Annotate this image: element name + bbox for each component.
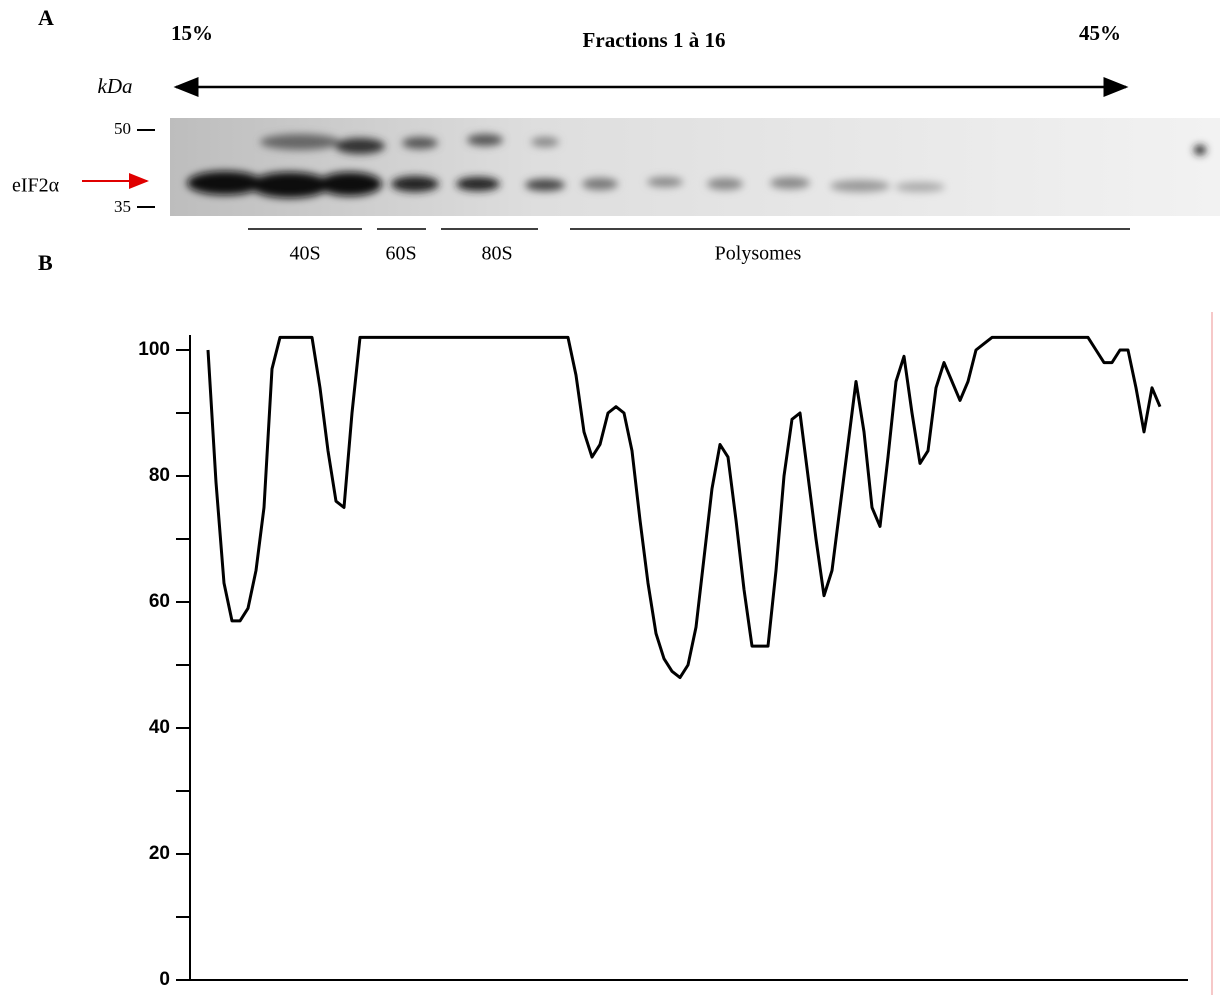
panel-title: Fractions 1 à 16	[583, 28, 726, 52]
y-tick-label: 0	[159, 969, 170, 990]
fraction-label: 80S	[481, 243, 512, 265]
unit-label: kDa	[98, 74, 133, 98]
western-blot	[170, 118, 1220, 216]
y-tick-label: 40	[149, 717, 170, 738]
fraction-label: 40S	[289, 243, 320, 265]
fraction-label: Polysomes	[715, 243, 802, 265]
panel-label: B	[38, 250, 53, 275]
protein-label: eIF2α	[12, 175, 60, 197]
y-tick-label: 60	[149, 591, 170, 612]
fraction-label: 60S	[385, 243, 416, 265]
gradient-start: 15%	[171, 21, 213, 45]
panel-label: A	[38, 5, 54, 30]
polysome-profile: 0 20 40 60 80 100	[138, 335, 1188, 990]
y-tick-label: 20	[149, 843, 170, 864]
gradient-end: 45%	[1079, 21, 1121, 45]
figure: A 15% Fractions 1 à 16 45% kDa 50	[0, 0, 1220, 995]
profile-line	[208, 337, 1160, 677]
marker-label: 35	[114, 197, 131, 216]
marker-label: 50	[114, 119, 131, 138]
y-tick-label: 80	[149, 465, 170, 486]
y-tick-label: 100	[138, 339, 170, 360]
